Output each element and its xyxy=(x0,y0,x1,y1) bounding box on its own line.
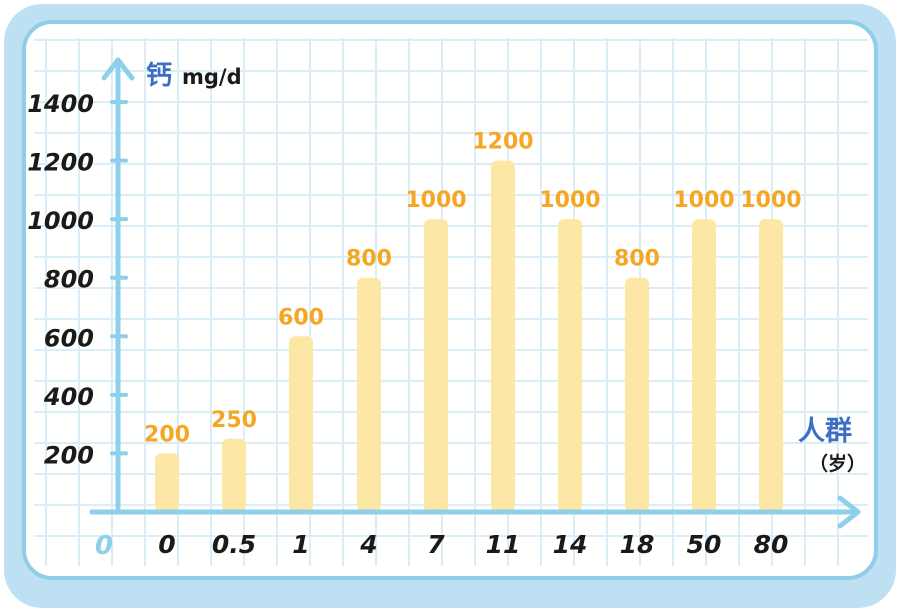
bar xyxy=(491,160,515,513)
bar-value-label: 1000 xyxy=(539,188,600,213)
bars xyxy=(155,160,783,513)
bar-value-label: 200 xyxy=(144,422,190,447)
y-axis-arrow xyxy=(101,57,135,81)
x-category-label: 14 xyxy=(553,530,588,559)
bar-value-label: 600 xyxy=(278,305,324,330)
bar-value-label: 800 xyxy=(614,247,660,272)
bar-value-label: 1200 xyxy=(472,130,533,155)
bar xyxy=(625,277,649,512)
x-category-label: 11 xyxy=(486,530,521,559)
bar xyxy=(222,438,246,512)
x-category-label: 0.5 xyxy=(212,530,256,559)
bar-value-label: 1000 xyxy=(405,188,466,213)
x-category-label: 50 xyxy=(687,530,722,559)
frame-inner xyxy=(22,20,878,580)
bar-value-label: 1000 xyxy=(673,188,734,213)
y-tick-label: 400 xyxy=(43,383,94,411)
x-category-label: 0 xyxy=(158,530,175,559)
y-ticks: 200 400 600 800 1000 1200 1400 xyxy=(27,90,128,469)
bar xyxy=(424,219,448,512)
bar xyxy=(759,219,783,512)
y-tick-label: 800 xyxy=(44,266,94,294)
labels: 200 0 250 0.5 600 1 800 4 1000 7 1200 11 1000 14 800 18… xyxy=(144,130,802,559)
bar-value-label: 1000 xyxy=(740,188,801,213)
bar xyxy=(289,336,313,512)
x-axis-title: 人群 xyxy=(798,416,852,447)
x-category-label: 4 xyxy=(359,530,377,559)
bar xyxy=(692,219,716,512)
bar xyxy=(558,219,582,512)
x-category-label: 18 xyxy=(620,530,655,559)
x-axis-arrow xyxy=(837,495,861,529)
y-tick-label: 200 xyxy=(44,441,94,469)
x-axis-unit: （岁） xyxy=(809,452,866,475)
y-tick-label: 1400 xyxy=(27,90,94,118)
x-category-label: 80 xyxy=(754,530,789,559)
axes xyxy=(89,57,861,529)
bar xyxy=(155,453,179,512)
origin-label: 0 xyxy=(95,531,113,561)
x-category-label: 1 xyxy=(292,530,309,559)
bar-value-label: 250 xyxy=(211,408,257,433)
x-category-label: 7 xyxy=(427,530,445,559)
y-tick-label: 1200 xyxy=(27,149,94,177)
y-axis-unit: mg/d xyxy=(182,65,242,89)
y-tick-label: 600 xyxy=(44,324,94,352)
bar-value-label: 800 xyxy=(346,247,392,272)
y-axis-title: 钙 xyxy=(146,61,172,91)
y-tick-label: 1000 xyxy=(27,207,94,235)
bar xyxy=(357,277,381,512)
